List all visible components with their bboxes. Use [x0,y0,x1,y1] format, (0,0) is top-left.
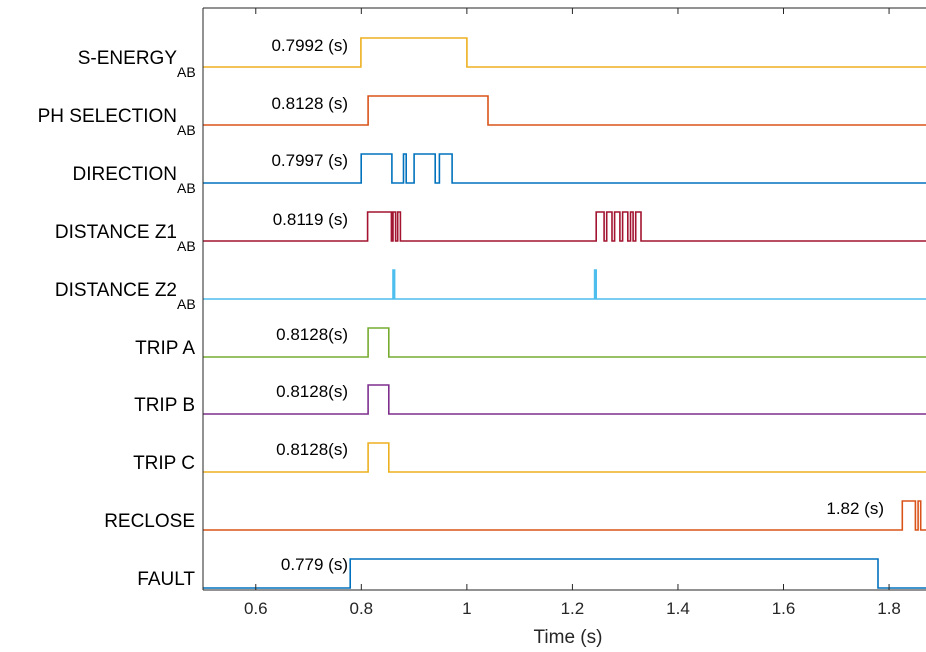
x-tick-label: 1.6 [772,599,796,618]
x-tick-label: 0.6 [244,599,268,618]
label-ph-selection: PH SELECTION [38,106,177,127]
annotation-fault: 0.779 (s) [281,555,348,574]
x-tick-label: 0.8 [350,599,374,618]
label-trip-c: TRIP C [133,453,195,474]
label-subscript: AB [177,64,196,80]
trace-ph-selection [203,95,926,126]
x-axis-ticks: 0.6 0.8 1 1.2 1.4 1.6 1.8 [244,8,901,618]
trace-distance-z2 [203,269,926,300]
trace-distance-z1 [203,211,926,242]
x-axis-title: Time (s) [534,627,603,648]
label-subscript: AB [177,296,196,312]
trace-reclose [203,500,926,531]
label-reclose: RECLOSE [104,511,195,532]
label-fault: FAULT [137,569,195,590]
annotation-trip-b: 0.8128(s) [276,382,348,401]
x-tick-label: 1.4 [666,599,690,618]
annotation-reclose: 1.82 (s) [826,499,884,518]
label-distance-z1: DISTANCE Z1 [55,222,177,243]
label-distance-z2: DISTANCE Z2 [55,280,177,301]
annotation-ph-selection: 0.8128 (s) [271,94,348,113]
annotation-trip-c: 0.8128(s) [276,440,348,459]
signal-traces [203,37,926,589]
trace-trip-a [203,327,926,358]
label-s-energy: S-ENERGY [78,48,178,69]
trace-trip-c [203,442,926,473]
trace-direction [203,153,926,184]
label-subscript: AB [177,180,196,196]
annotation-direction: 0.7997 (s) [271,151,348,170]
x-tick-label: 1 [462,599,471,618]
annotation-s-energy: 0.7992 (s) [271,36,348,55]
label-subscript: AB [177,122,196,138]
annotation-distance-z1: 0.8119 (s) [273,210,348,229]
trace-fault [203,558,926,589]
label-direction: DIRECTION [73,164,178,185]
label-trip-b: TRIP B [134,395,195,416]
label-trip-a: TRIP A [135,338,195,359]
trace-s-energy [203,37,926,68]
label-subscript: AB [177,238,196,254]
time-annotations: 0.7992 (s) 0.8128 (s) 0.7997 (s) 0.8119 (s)… [271,36,884,574]
x-tick-label: 1.2 [561,599,585,618]
x-tick-label: 1.8 [877,599,901,618]
annotation-trip-a: 0.8128(s) [276,325,348,344]
trace-trip-b [203,384,926,415]
